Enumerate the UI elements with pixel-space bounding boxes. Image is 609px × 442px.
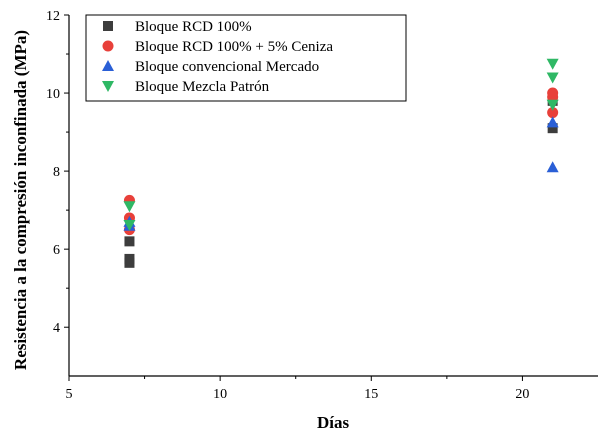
x-axis-ticks: 5 10 15 20 xyxy=(66,376,529,402)
legend-label: Bloque RCD 100% + 5% Ceniza xyxy=(135,39,333,55)
data-point xyxy=(124,236,135,247)
series-1 xyxy=(124,95,558,268)
legend-label: Bloque RCD 100% xyxy=(135,19,252,35)
legend-label: Bloque convencional Mercado xyxy=(135,59,319,75)
legend-marker xyxy=(102,60,114,71)
legend-marker xyxy=(102,81,114,92)
x-tick-label: 15 xyxy=(364,387,378,402)
data-point xyxy=(546,72,559,84)
series-3 xyxy=(123,116,559,231)
y-tick-label: 4 xyxy=(53,321,60,336)
axes xyxy=(68,15,598,377)
legend-entry: Bloque Mezcla Patrón xyxy=(102,79,270,95)
series-2 xyxy=(123,87,559,236)
data-point xyxy=(546,58,559,70)
y-tick-label: 6 xyxy=(53,243,60,258)
data-point xyxy=(124,253,135,264)
data-point xyxy=(123,201,136,213)
y-tick-label: 8 xyxy=(53,165,60,180)
y-tick-label: 10 xyxy=(46,87,60,102)
legend-entry: Bloque RCD 100% + 5% Ceniza xyxy=(102,39,333,55)
data-point xyxy=(547,107,559,119)
legend-marker xyxy=(102,40,114,52)
series-4 xyxy=(123,58,559,231)
data-point xyxy=(123,219,136,231)
legend-entry: Bloque convencional Mercado xyxy=(102,59,319,75)
data-point xyxy=(546,99,559,111)
x-axis-title: Días xyxy=(317,413,350,432)
data-point xyxy=(546,116,559,128)
x-tick-label: 5 xyxy=(66,387,73,402)
legend: Bloque RCD 100% Bloque RCD 100% + 5% Ceni… xyxy=(85,14,407,102)
legend-marker xyxy=(103,21,113,31)
data-points xyxy=(123,58,559,268)
y-axis-ticks: 4 6 8 10 12 xyxy=(46,9,69,336)
x-tick-label: 20 xyxy=(515,387,529,402)
legend-label: Bloque Mezcla Patrón xyxy=(135,79,270,95)
legend-entry: Bloque RCD 100% xyxy=(103,19,252,35)
data-point xyxy=(547,87,559,99)
x-tick-label: 10 xyxy=(213,387,227,402)
y-tick-label: 12 xyxy=(46,9,60,24)
legend-box xyxy=(85,14,407,102)
y-axis-title: Resistencia a la compresión inconfinada … xyxy=(11,30,30,370)
data-point xyxy=(547,123,558,134)
data-point xyxy=(546,161,559,173)
